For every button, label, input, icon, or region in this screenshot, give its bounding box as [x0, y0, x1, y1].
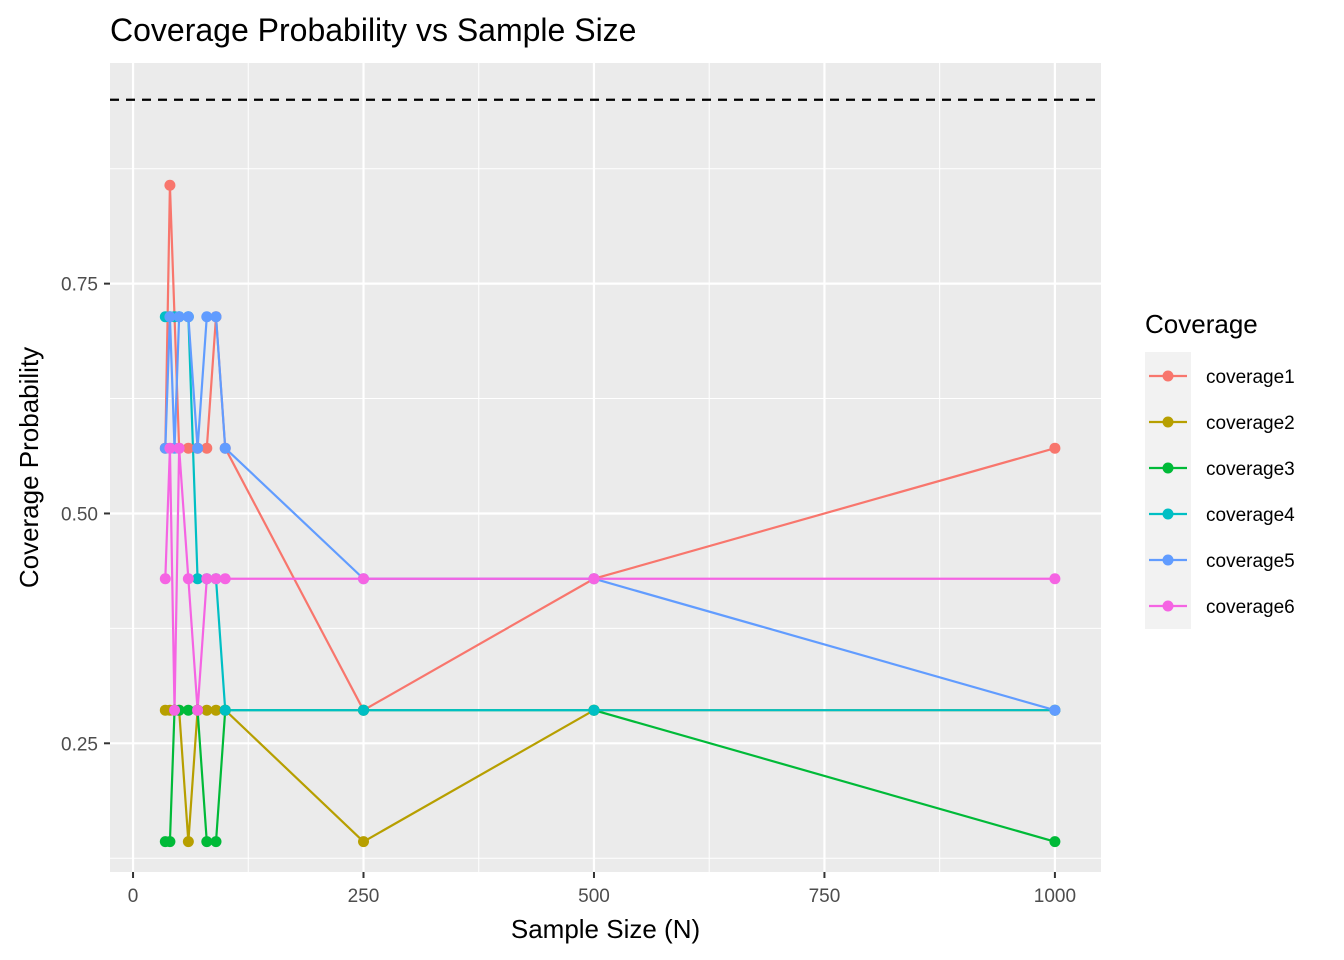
data-point-coverage5	[192, 442, 204, 454]
legend-key-point	[1162, 554, 1174, 566]
y-tick-label: 0.75	[61, 275, 98, 296]
plot-panel	[110, 63, 1101, 872]
y-axis-title: Coverage Probability	[14, 347, 44, 588]
data-point-coverage6	[192, 704, 204, 716]
data-point-coverage3	[210, 836, 222, 848]
data-point-coverage2	[210, 704, 222, 716]
data-point-coverage6	[588, 573, 600, 585]
legend-key-background	[1145, 352, 1191, 629]
legend-key-point	[1162, 600, 1174, 612]
y-tick-label: 0.50	[61, 504, 98, 525]
data-point-coverage6	[201, 573, 213, 585]
data-point-coverage3	[182, 704, 194, 716]
legend-key-point	[1162, 416, 1174, 428]
legend-key-point	[1162, 370, 1174, 382]
data-point-coverage6	[159, 573, 171, 585]
legend-label-coverage3: coverage3	[1206, 459, 1295, 480]
data-point-coverage4	[358, 704, 370, 716]
data-point-coverage1	[164, 179, 176, 191]
x-axis-title: Sample Size (N)	[511, 914, 700, 944]
x-tick-label: 500	[578, 886, 610, 907]
data-point-coverage2	[201, 704, 213, 716]
legend-title: Coverage	[1145, 309, 1258, 339]
grid-major	[110, 63, 1101, 872]
legend-key-point	[1162, 508, 1174, 520]
x-tick-label: 250	[348, 886, 380, 907]
data-point-coverage5	[201, 311, 213, 323]
data-point-coverage2	[182, 836, 194, 848]
data-point-coverage1	[182, 442, 194, 454]
data-point-coverage6	[169, 704, 181, 716]
legend-items: coverage1 coverage2 coverage3 coverage4 cove…	[1149, 367, 1295, 618]
data-point-coverage3	[201, 836, 213, 848]
x-tick-label: 1000	[1034, 886, 1076, 907]
x-tick-label: 750	[809, 886, 841, 907]
data-point-coverage6	[182, 573, 194, 585]
data-point-coverage5	[210, 311, 222, 323]
data-point-coverage1	[201, 442, 213, 454]
data-point-coverage6	[358, 573, 370, 585]
data-point-coverage5	[1049, 704, 1061, 716]
legend-label-coverage5: coverage5	[1206, 551, 1295, 572]
legend-key-point	[1162, 462, 1174, 474]
series-layer	[159, 179, 1061, 848]
series-line-coverage6	[164, 447, 1055, 712]
x-tick-label: 0	[128, 886, 139, 907]
data-point-coverage5	[182, 311, 194, 323]
legend-label-coverage4: coverage4	[1206, 505, 1295, 526]
data-point-coverage5	[173, 311, 185, 323]
data-point-coverage6	[164, 442, 176, 454]
data-point-coverage4	[588, 704, 600, 716]
data-point-coverage5	[164, 311, 176, 323]
data-point-coverage5	[219, 442, 231, 454]
data-point-coverage6	[1049, 573, 1061, 585]
data-point-coverage3	[164, 836, 176, 848]
data-point-coverage2	[358, 836, 370, 848]
data-point-coverage6	[219, 573, 231, 585]
data-point-coverage6	[173, 442, 185, 454]
legend-label-coverage1: coverage1	[1206, 367, 1295, 388]
legend-label-coverage2: coverage2	[1206, 413, 1295, 434]
chart-title: Coverage Probability vs Sample Size	[110, 12, 636, 48]
data-point-coverage6	[210, 573, 222, 585]
data-point-coverage4	[192, 573, 204, 585]
data-point-coverage3	[1049, 836, 1061, 848]
grid-minor	[110, 63, 1101, 872]
x-axis: 0 250 500 750 1000	[128, 872, 1076, 907]
y-tick-label: 0.25	[61, 734, 98, 755]
data-point-coverage4	[219, 704, 231, 716]
y-axis: 0.25 0.50 0.75	[61, 275, 110, 755]
legend-label-coverage6: coverage6	[1206, 597, 1295, 618]
data-point-coverage1	[1049, 442, 1061, 454]
legend: Coverage coverage1coverage2coverage3cove…	[1145, 309, 1295, 629]
